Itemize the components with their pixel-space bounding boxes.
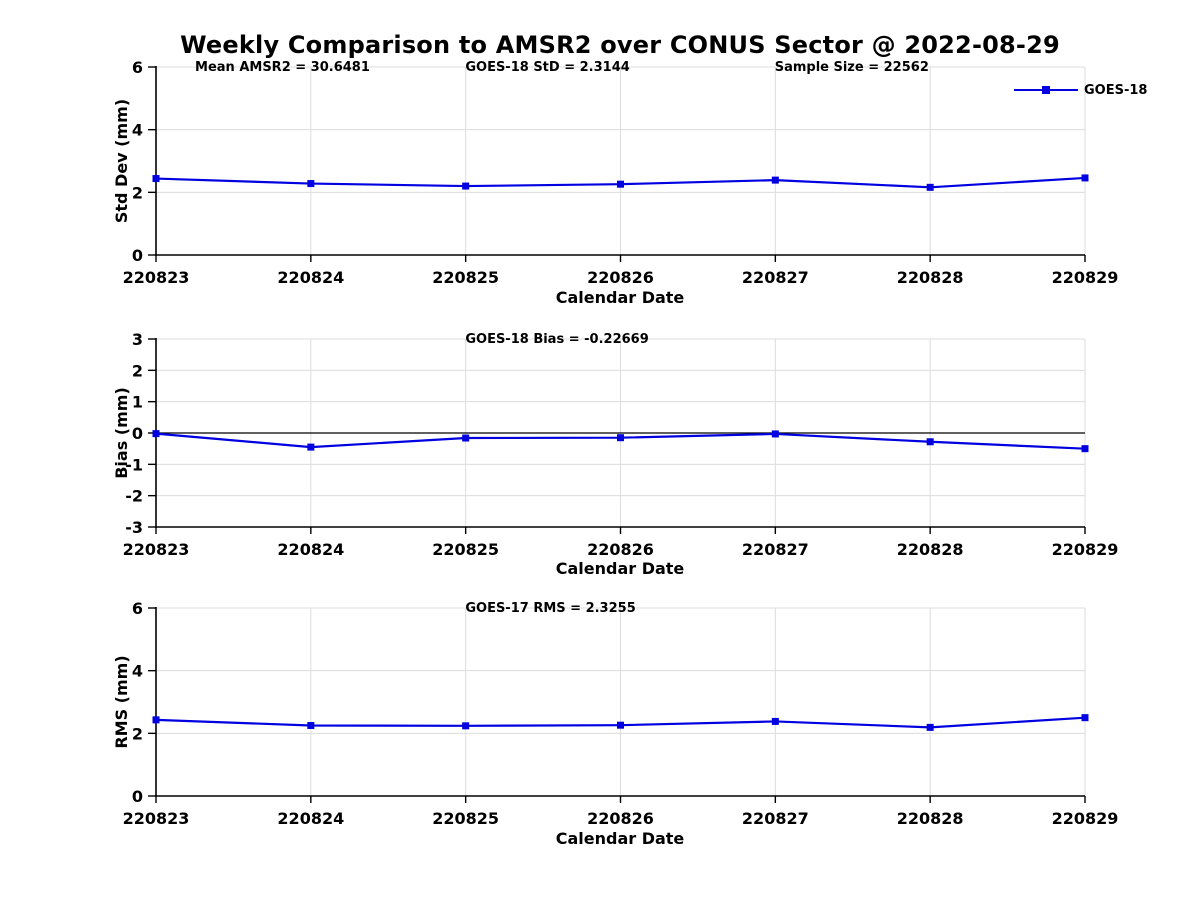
x-tick-label: 220823 xyxy=(123,809,190,828)
data-point-marker xyxy=(926,438,934,446)
page-title: Weekly Comparison to AMSR2 over CONUS Se… xyxy=(180,31,1060,59)
x-axis-label-rms: Calendar Date xyxy=(555,829,685,848)
x-tick-label: 220823 xyxy=(123,540,190,559)
panel-bias: 220823 220824 220825 220826 220827 220828 2208… xyxy=(123,330,1119,559)
x-tick-label: 220825 xyxy=(432,268,499,287)
y-tick-label: -1 xyxy=(125,455,143,474)
y-tick-label: 6 xyxy=(132,58,143,77)
data-point-marker xyxy=(926,183,934,191)
data-point-marker xyxy=(771,176,779,184)
data-point-marker xyxy=(462,722,470,730)
data-point-marker xyxy=(1081,714,1089,722)
data-point-marker xyxy=(617,721,624,729)
x-tick-label: 220827 xyxy=(742,809,809,828)
data-point-marker xyxy=(462,182,470,190)
y-tick-label: 2 xyxy=(132,183,143,202)
x-tick-label: 220826 xyxy=(587,540,654,559)
x-axis-label-std-dev: Calendar Date xyxy=(555,288,685,307)
y-axis-label-bias: Bias (mm) xyxy=(112,387,131,479)
annotation: Sample Size = 22562 xyxy=(775,60,929,75)
x-tick-label: 220827 xyxy=(742,268,809,287)
x-tick-label: 220824 xyxy=(277,809,344,828)
y-tick-label: -2 xyxy=(125,487,143,506)
annotation: GOES-18 StD = 2.3144 xyxy=(465,60,629,75)
x-tick-label: 220829 xyxy=(1052,540,1119,559)
data-point-marker xyxy=(152,716,160,724)
y-tick-label: 0 xyxy=(132,424,143,443)
y-tick-label: 0 xyxy=(132,246,143,265)
x-tick-label: 220826 xyxy=(587,809,654,828)
y-tick-label: 6 xyxy=(132,599,143,618)
x-tick-label: 220824 xyxy=(277,268,344,287)
data-point-marker xyxy=(152,430,160,438)
panel-rms: 220823 220824 220825 220826 220827 220828 2208… xyxy=(123,599,1119,828)
data-point-marker xyxy=(771,717,779,725)
data-point-marker xyxy=(307,722,315,729)
y-tick-label: 4 xyxy=(132,662,143,681)
x-axis-label-bias: Calendar Date xyxy=(555,559,685,578)
x-tick-label: 220828 xyxy=(897,540,964,559)
legend-line-sample xyxy=(1014,85,1078,94)
data-point-marker xyxy=(307,443,315,451)
x-tick-label: 220829 xyxy=(1052,809,1119,828)
y-tick-label: 3 xyxy=(132,330,143,349)
legend: GOES-18 xyxy=(1014,82,1147,98)
legend-label: GOES-18 xyxy=(1084,82,1148,98)
x-tick-label: 220826 xyxy=(587,268,654,287)
y-tick-label: 4 xyxy=(132,121,143,140)
annotation: GOES-18 Bias = -0.22669 xyxy=(465,332,648,347)
y-tick-label: 1 xyxy=(132,393,143,412)
y-tick-label: 0 xyxy=(132,787,143,806)
y-tick-label: -3 xyxy=(125,518,143,537)
data-point-marker xyxy=(617,180,624,188)
data-point-marker xyxy=(152,175,160,183)
data-point-marker xyxy=(926,723,934,731)
x-tick-label: 220824 xyxy=(277,540,344,559)
x-tick-label: 220825 xyxy=(432,809,499,828)
y-axis-label-std-dev: Std Dev (mm) xyxy=(112,98,131,224)
x-tick-label: 220825 xyxy=(432,540,499,559)
data-point-marker xyxy=(1081,445,1089,453)
x-tick-label: 220829 xyxy=(1052,268,1119,287)
x-tick-label: 220828 xyxy=(897,809,964,828)
data-point-marker xyxy=(307,180,315,188)
x-tick-label: 220823 xyxy=(123,268,190,287)
y-axis-label-rms: RMS (mm) xyxy=(112,655,131,749)
annotation: Mean AMSR2 = 30.6481 xyxy=(195,60,370,75)
y-tick-label: 2 xyxy=(132,724,143,743)
legend-square-marker-icon xyxy=(1042,85,1050,94)
x-tick-label: 220827 xyxy=(742,540,809,559)
panel-std-dev: 220823 220824 220825 220826 220827 220828 2208… xyxy=(123,58,1119,287)
y-tick-label: 2 xyxy=(132,361,143,380)
data-point-marker xyxy=(1081,174,1089,182)
data-point-marker xyxy=(617,434,624,442)
annotation: GOES-17 RMS = 2.3255 xyxy=(465,601,635,616)
data-point-marker xyxy=(462,434,470,442)
x-tick-label: 220828 xyxy=(897,268,964,287)
data-point-marker xyxy=(771,430,779,438)
